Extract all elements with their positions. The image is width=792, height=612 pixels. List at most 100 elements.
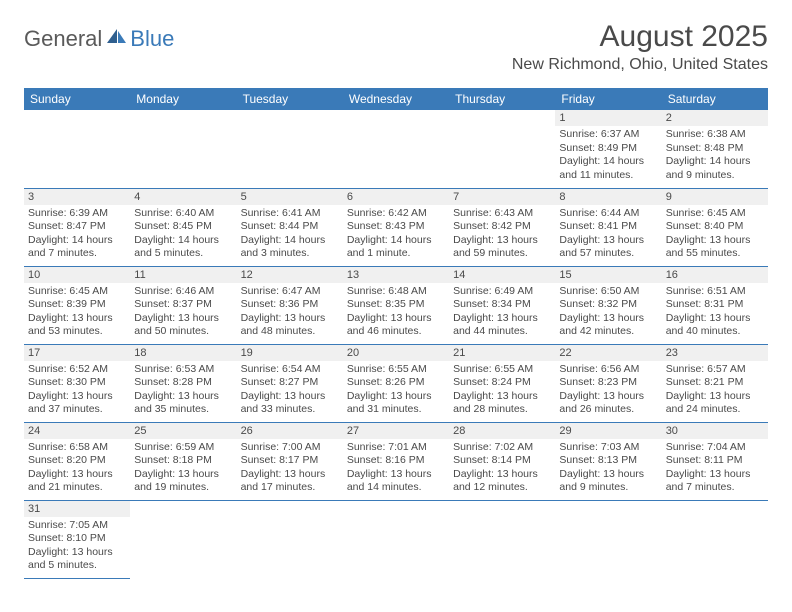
daylight-line1: Daylight: 14 hours (28, 234, 126, 248)
sunrise-text: Sunrise: 7:03 AM (559, 441, 657, 455)
sunrise-text: Sunrise: 6:42 AM (347, 207, 445, 221)
day-content: Sunrise: 6:52 AMSunset: 8:30 PMDaylight:… (24, 361, 130, 422)
weekday-thursday: Thursday (449, 88, 555, 110)
sunrise-text: Sunrise: 6:38 AM (666, 128, 764, 142)
calendar-cell: 3Sunrise: 6:39 AMSunset: 8:47 PMDaylight… (24, 188, 130, 266)
sunset-text: Sunset: 8:11 PM (666, 454, 764, 468)
calendar-cell: 15Sunrise: 6:50 AMSunset: 8:32 PMDayligh… (555, 266, 661, 344)
sunrise-text: Sunrise: 7:02 AM (453, 441, 551, 455)
sunrise-text: Sunrise: 7:00 AM (241, 441, 339, 455)
daylight-line2: and 46 minutes. (347, 325, 445, 339)
daylight-line2: and 44 minutes. (453, 325, 551, 339)
sunset-text: Sunset: 8:24 PM (453, 376, 551, 390)
day-content: Sunrise: 6:55 AMSunset: 8:24 PMDaylight:… (449, 361, 555, 422)
daylight-line2: and 5 minutes. (134, 247, 232, 261)
calendar-row: 1Sunrise: 6:37 AMSunset: 8:49 PMDaylight… (24, 110, 768, 188)
day-content: Sunrise: 7:04 AMSunset: 8:11 PMDaylight:… (662, 439, 768, 500)
calendar-cell: 31Sunrise: 7:05 AMSunset: 8:10 PMDayligh… (24, 500, 130, 578)
daylight-line1: Daylight: 13 hours (453, 390, 551, 404)
calendar-cell: 23Sunrise: 6:57 AMSunset: 8:21 PMDayligh… (662, 344, 768, 422)
daylight-line1: Daylight: 13 hours (241, 312, 339, 326)
calendar-cell: 11Sunrise: 6:46 AMSunset: 8:37 PMDayligh… (130, 266, 236, 344)
day-content: Sunrise: 7:00 AMSunset: 8:17 PMDaylight:… (237, 439, 343, 500)
sunset-text: Sunset: 8:21 PM (666, 376, 764, 390)
day-content: Sunrise: 6:49 AMSunset: 8:34 PMDaylight:… (449, 283, 555, 344)
daylight-line1: Daylight: 13 hours (347, 468, 445, 482)
sunrise-text: Sunrise: 7:05 AM (28, 519, 126, 533)
calendar-cell: 19Sunrise: 6:54 AMSunset: 8:27 PMDayligh… (237, 344, 343, 422)
day-number: 22 (555, 345, 661, 361)
day-content: Sunrise: 6:56 AMSunset: 8:23 PMDaylight:… (555, 361, 661, 422)
calendar-cell (130, 110, 236, 188)
day-number: 19 (237, 345, 343, 361)
daylight-line1: Daylight: 13 hours (28, 312, 126, 326)
daylight-line1: Daylight: 13 hours (666, 468, 764, 482)
header: General Blue August 2025 New Richmond, O… (24, 20, 768, 74)
calendar-cell: 17Sunrise: 6:52 AMSunset: 8:30 PMDayligh… (24, 344, 130, 422)
day-number: 4 (130, 189, 236, 205)
daylight-line1: Daylight: 13 hours (347, 312, 445, 326)
day-content: Sunrise: 6:42 AMSunset: 8:43 PMDaylight:… (343, 205, 449, 266)
calendar-cell (449, 110, 555, 188)
daylight-line2: and 50 minutes. (134, 325, 232, 339)
sunset-text: Sunset: 8:10 PM (28, 532, 126, 546)
calendar-cell: 8Sunrise: 6:44 AMSunset: 8:41 PMDaylight… (555, 188, 661, 266)
sunset-text: Sunset: 8:37 PM (134, 298, 232, 312)
calendar-body: 1Sunrise: 6:37 AMSunset: 8:49 PMDaylight… (24, 110, 768, 578)
day-number: 2 (662, 110, 768, 126)
calendar-cell: 18Sunrise: 6:53 AMSunset: 8:28 PMDayligh… (130, 344, 236, 422)
day-content: Sunrise: 6:47 AMSunset: 8:36 PMDaylight:… (237, 283, 343, 344)
weekday-monday: Monday (130, 88, 236, 110)
logo: General Blue (24, 26, 174, 52)
day-number: 30 (662, 423, 768, 439)
weekday-friday: Friday (555, 88, 661, 110)
daylight-line1: Daylight: 13 hours (453, 312, 551, 326)
sunset-text: Sunset: 8:40 PM (666, 220, 764, 234)
calendar-cell: 28Sunrise: 7:02 AMSunset: 8:14 PMDayligh… (449, 422, 555, 500)
title-block: August 2025 New Richmond, Ohio, United S… (512, 20, 768, 74)
day-content: Sunrise: 6:38 AMSunset: 8:48 PMDaylight:… (662, 126, 768, 187)
sunset-text: Sunset: 8:48 PM (666, 142, 764, 156)
sunrise-text: Sunrise: 6:49 AM (453, 285, 551, 299)
calendar-cell (24, 110, 130, 188)
day-number: 8 (555, 189, 661, 205)
day-content: Sunrise: 6:40 AMSunset: 8:45 PMDaylight:… (130, 205, 236, 266)
calendar-row: 3Sunrise: 6:39 AMSunset: 8:47 PMDaylight… (24, 188, 768, 266)
daylight-line1: Daylight: 13 hours (666, 390, 764, 404)
calendar-cell (662, 500, 768, 578)
day-number: 6 (343, 189, 449, 205)
sunrise-text: Sunrise: 6:51 AM (666, 285, 764, 299)
day-content: Sunrise: 7:02 AMSunset: 8:14 PMDaylight:… (449, 439, 555, 500)
calendar-table: Sunday Monday Tuesday Wednesday Thursday… (24, 88, 768, 579)
daylight-line2: and 1 minute. (347, 247, 445, 261)
sunset-text: Sunset: 8:13 PM (559, 454, 657, 468)
sunset-text: Sunset: 8:27 PM (241, 376, 339, 390)
day-number: 29 (555, 423, 661, 439)
day-number: 7 (449, 189, 555, 205)
day-number: 10 (24, 267, 130, 283)
day-content: Sunrise: 7:05 AMSunset: 8:10 PMDaylight:… (24, 517, 130, 578)
calendar-cell: 26Sunrise: 7:00 AMSunset: 8:17 PMDayligh… (237, 422, 343, 500)
daylight-line2: and 42 minutes. (559, 325, 657, 339)
calendar-cell: 21Sunrise: 6:55 AMSunset: 8:24 PMDayligh… (449, 344, 555, 422)
sunset-text: Sunset: 8:32 PM (559, 298, 657, 312)
weekday-wednesday: Wednesday (343, 88, 449, 110)
day-number: 17 (24, 345, 130, 361)
daylight-line1: Daylight: 13 hours (134, 468, 232, 482)
sunrise-text: Sunrise: 6:46 AM (134, 285, 232, 299)
calendar-cell: 2Sunrise: 6:38 AMSunset: 8:48 PMDaylight… (662, 110, 768, 188)
daylight-line1: Daylight: 13 hours (347, 390, 445, 404)
calendar-cell: 24Sunrise: 6:58 AMSunset: 8:20 PMDayligh… (24, 422, 130, 500)
daylight-line1: Daylight: 14 hours (241, 234, 339, 248)
weekday-sunday: Sunday (24, 88, 130, 110)
day-content: Sunrise: 6:45 AMSunset: 8:40 PMDaylight:… (662, 205, 768, 266)
sunset-text: Sunset: 8:41 PM (559, 220, 657, 234)
day-number: 18 (130, 345, 236, 361)
sunset-text: Sunset: 8:45 PM (134, 220, 232, 234)
daylight-line2: and 40 minutes. (666, 325, 764, 339)
sunrise-text: Sunrise: 6:44 AM (559, 207, 657, 221)
calendar-row: 31Sunrise: 7:05 AMSunset: 8:10 PMDayligh… (24, 500, 768, 578)
daylight-line1: Daylight: 13 hours (453, 234, 551, 248)
logo-text-general: General (24, 26, 102, 52)
daylight-line2: and 17 minutes. (241, 481, 339, 495)
